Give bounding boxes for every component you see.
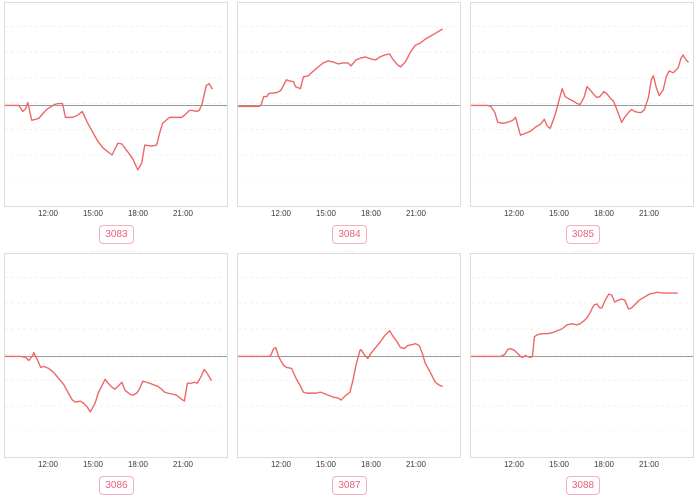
x-tick-label: 18:00	[360, 460, 382, 469]
line-chart-svg	[471, 276, 693, 433]
chart-plot-area[interactable]	[237, 253, 461, 458]
x-axis-labels: 12:00 15:00 18:00 21:00	[470, 209, 694, 219]
line-chart-svg	[5, 25, 227, 182]
chart-plot-area[interactable]	[237, 2, 461, 207]
line-chart-svg	[471, 25, 693, 182]
chart-id-badge[interactable]: 3087	[332, 476, 367, 495]
x-tick-label: 12:00	[37, 209, 59, 218]
x-tick-label: 21:00	[638, 209, 660, 218]
x-axis-labels: 12:00 15:00 18:00 21:00	[470, 460, 694, 470]
line-chart-svg	[5, 276, 227, 433]
badge-row: 3084	[233, 224, 466, 244]
badge-row: 3083	[0, 224, 233, 244]
chart-plot-area[interactable]	[470, 253, 694, 458]
badge-row: 3088	[466, 475, 700, 495]
x-axis-labels: 12:00 15:00 18:00 21:00	[4, 209, 228, 219]
x-tick-label: 12:00	[270, 460, 292, 469]
chart-id-badge[interactable]: 3084	[332, 225, 367, 244]
chart-id-badge[interactable]: 3085	[565, 225, 601, 244]
chart-micro-title: ··· ·· ···· ·· ·· ··· ···· ·· ··	[4, 250, 228, 255]
chart-cell: ·· ···· 12:00 15:00 18:00 21:00 3087	[233, 250, 466, 501]
chart-micro-title: ··· ····	[470, 0, 694, 2]
x-tick-label: 21:00	[638, 460, 660, 469]
line-chart-svg	[238, 25, 460, 182]
chart-cell: ··· ···· 12:00 15:00 18:00 21:00 3085	[466, 0, 700, 251]
chart-cell: ··· ·· ···· ·· ·· ··· ···· ·· ·· 12:00 15…	[0, 250, 233, 501]
x-tick-label: 15:00	[82, 209, 104, 218]
badge-row: 3086	[0, 475, 233, 495]
line-chart-svg	[238, 276, 460, 433]
chart-plot-area[interactable]	[4, 253, 228, 458]
chart-id-badge[interactable]: 3083	[99, 225, 134, 244]
chart-micro-title: ···· ·· ····	[470, 250, 694, 255]
x-tick-label: 15:00	[315, 209, 337, 218]
badge-row: 3087	[233, 475, 466, 495]
chart-micro-title: ··· ····	[237, 0, 461, 2]
x-tick-label: 18:00	[360, 209, 382, 218]
x-tick-label: 21:00	[405, 209, 427, 218]
x-tick-label: 18:00	[593, 209, 615, 218]
chart-plot-area[interactable]	[4, 2, 228, 207]
chart-cell: 12:00 15:00 18:00 21:00 3083	[0, 0, 233, 251]
x-axis-labels: 12:00 15:00 18:00 21:00	[237, 209, 461, 219]
x-tick-label: 18:00	[127, 209, 149, 218]
chart-id-badge[interactable]: 3088	[565, 476, 601, 495]
chart-plot-area[interactable]	[470, 2, 694, 207]
chart-micro-title: ·· ····	[237, 250, 461, 255]
x-tick-label: 12:00	[270, 209, 292, 218]
x-tick-label: 21:00	[405, 460, 427, 469]
x-tick-label: 15:00	[548, 460, 570, 469]
x-tick-label: 12:00	[503, 460, 525, 469]
chart-cell: ···· ·· ···· 12:00 15:00 18:00 21:00 3088	[466, 250, 700, 501]
x-tick-label: 12:00	[37, 460, 59, 469]
x-axis-labels: 12:00 15:00 18:00 21:00	[237, 460, 461, 470]
x-axis-labels: 12:00 15:00 18:00 21:00	[4, 460, 228, 470]
badge-row: 3085	[466, 224, 700, 244]
chart-cell: ··· ···· 12:00 15:00 18:00 21:00 3084	[233, 0, 466, 251]
x-tick-label: 21:00	[172, 209, 194, 218]
x-tick-label: 18:00	[593, 460, 615, 469]
x-tick-label: 12:00	[503, 209, 525, 218]
x-tick-label: 15:00	[82, 460, 104, 469]
x-tick-label: 18:00	[127, 460, 149, 469]
x-tick-label: 15:00	[548, 209, 570, 218]
x-tick-label: 21:00	[172, 460, 194, 469]
chart-id-badge[interactable]: 3086	[99, 476, 134, 495]
x-tick-label: 15:00	[315, 460, 337, 469]
